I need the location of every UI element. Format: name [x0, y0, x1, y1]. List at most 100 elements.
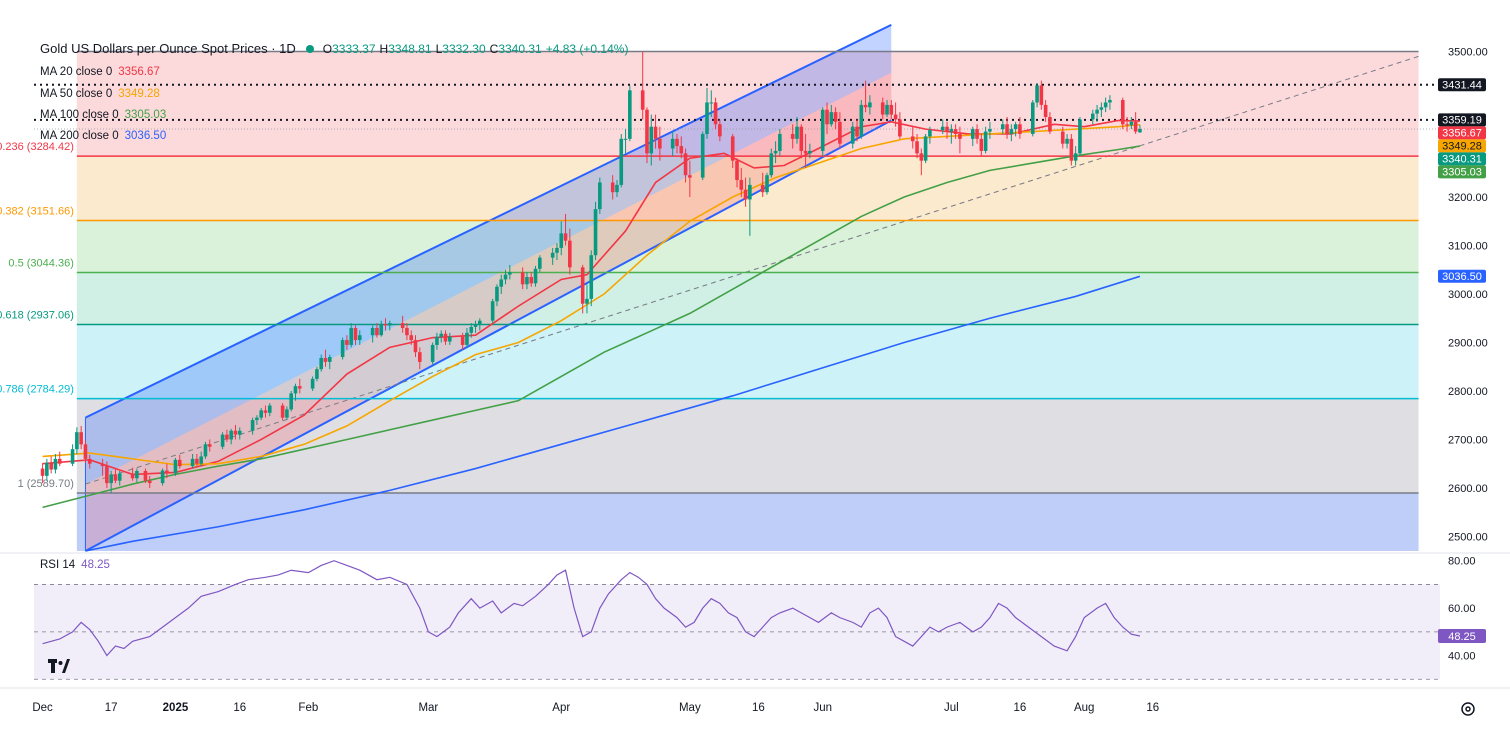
candle-body-22	[177, 459, 182, 467]
candle-body-67	[447, 336, 452, 342]
time-tick-10: Jul	[944, 702, 959, 714]
candle-body-30	[229, 430, 233, 440]
rsi-last-tag: 48.25	[1448, 631, 1476, 643]
candle-body-9	[87, 458, 92, 464]
price-tag-bg-5	[1438, 165, 1486, 179]
candle-body-151	[953, 129, 958, 134]
candle-body-97	[628, 90, 632, 139]
candle-body-157	[988, 129, 992, 132]
time-tick-12: Aug	[1074, 702, 1094, 714]
candle-body-0	[40, 468, 45, 476]
candle-body-13	[113, 474, 118, 481]
price-axis[interactable]: 2500.00 2600.00 2700.00 2800.00 2900.00 3000.…	[1448, 47, 1488, 544]
candle-body-80	[529, 277, 534, 284]
candle-body-73	[490, 301, 495, 321]
candle-body-126	[803, 150, 808, 154]
candle-body-47	[327, 357, 332, 362]
candle-body-31	[233, 430, 238, 435]
price-tag-4: 3340.31	[1442, 153, 1482, 165]
candle-body-168	[1060, 131, 1065, 144]
ma50-legend[interactable]: MA 50 close 0 3349.28	[40, 88, 160, 100]
candle-body-65	[439, 333, 444, 337]
candle-body-116	[743, 189, 748, 200]
candle-body-90	[589, 255, 594, 299]
ma100-legend[interactable]: MA 100 close 0 3305.03	[40, 109, 166, 121]
candle-body-176	[1103, 102, 1108, 108]
symbol-title[interactable]: Gold US Dollars per Ounce Spot Prices · …	[40, 41, 296, 56]
candle-body-139	[885, 104, 889, 115]
price-tag-bg-0	[1438, 78, 1486, 92]
candle-body-134	[855, 126, 859, 137]
candle-body-149	[945, 126, 949, 132]
candle-body-178	[1120, 100, 1125, 125]
candle-body-122	[778, 133, 782, 151]
ma200-legend[interactable]: MA 200 close 0 3036.50	[40, 130, 166, 142]
candle-body-86	[563, 233, 568, 241]
candle-body-59	[405, 327, 409, 336]
rsi-legend[interactable]: RSI 14 48.25	[40, 559, 110, 571]
candle-body-40	[289, 393, 293, 410]
candle-body-99	[645, 109, 649, 154]
time-tick-11: 16	[1014, 702, 1027, 714]
gear-icon[interactable]	[1459, 700, 1477, 723]
tradingview-logo-icon[interactable]	[48, 659, 70, 678]
candle-body-181	[1133, 121, 1138, 132]
candle-body-107	[688, 175, 692, 178]
candle-body-175	[1099, 107, 1104, 110]
ma100-label: MA 100 close 0	[40, 109, 119, 121]
candle-body-36	[263, 410, 268, 413]
candle-body-7	[79, 432, 83, 445]
candle-body-153	[970, 129, 975, 139]
candle-body-133	[850, 126, 855, 144]
candle-body-5	[70, 449, 75, 464]
candle-body-164	[1035, 85, 1039, 103]
horizontal-price-lines	[34, 83, 1440, 130]
low-value: 3332.30	[442, 42, 486, 56]
candle-body-24	[195, 458, 199, 464]
rsi-pane[interactable]: 40.00 60.00 80.00 48.25	[0, 552, 1510, 680]
ma20-label: MA 20 close 0	[40, 66, 113, 78]
candle-body-162	[1018, 124, 1022, 134]
candle-body-148	[940, 126, 945, 131]
ma100-value: 3305.03	[124, 109, 167, 121]
close-key: C	[489, 42, 499, 56]
candle-body-57	[387, 323, 392, 326]
candle-body-95	[619, 138, 624, 185]
ma200-value: 3036.50	[124, 130, 167, 142]
candle-body-17	[143, 470, 148, 481]
candle-body-143	[910, 136, 915, 142]
candle-body-42	[297, 386, 302, 389]
price-tick-2: 2700.00	[1448, 434, 1488, 446]
candle-body-50	[349, 327, 354, 345]
price-tag-2: 3356.67	[1442, 127, 1482, 139]
candle-body-49	[345, 340, 349, 345]
price-tag-bg-3	[1438, 139, 1486, 153]
ma-line-2	[42, 145, 1141, 509]
candle-body-140	[889, 104, 894, 115]
rsi-tick-2: 80.00	[1448, 556, 1476, 568]
candle-body-91	[593, 209, 598, 256]
candle-body-152	[958, 133, 962, 139]
candle-body-115	[739, 180, 744, 190]
candle-body-62	[417, 352, 422, 362]
candle-body-136	[863, 104, 868, 108]
candle-body-55	[379, 324, 384, 336]
fib-zone-0.236	[76, 51, 1419, 157]
candle-body-118	[760, 184, 765, 193]
candle-body-163	[1030, 102, 1035, 134]
candle-body-3	[53, 458, 58, 470]
candle-body-125	[799, 126, 804, 151]
candle-body-52	[357, 335, 362, 341]
candle-body-117	[748, 184, 752, 200]
candle-body-154	[975, 129, 979, 139]
ma20-legend[interactable]: MA 20 close 0 3356.67	[40, 66, 160, 78]
rsi-last-tag-bg	[1438, 629, 1486, 643]
candle-body-150	[949, 129, 954, 132]
candle-body-131	[833, 112, 838, 122]
fib-zone-bottom	[76, 492, 1419, 551]
time-axis[interactable]: Dec 17 2025 16 Feb Mar Apr May 16 Jun Jul 16 Aug 16	[0, 687, 1510, 714]
candle-body-1	[45, 462, 49, 476]
candle-body-39	[285, 409, 289, 418]
candle-body-138	[880, 102, 885, 115]
